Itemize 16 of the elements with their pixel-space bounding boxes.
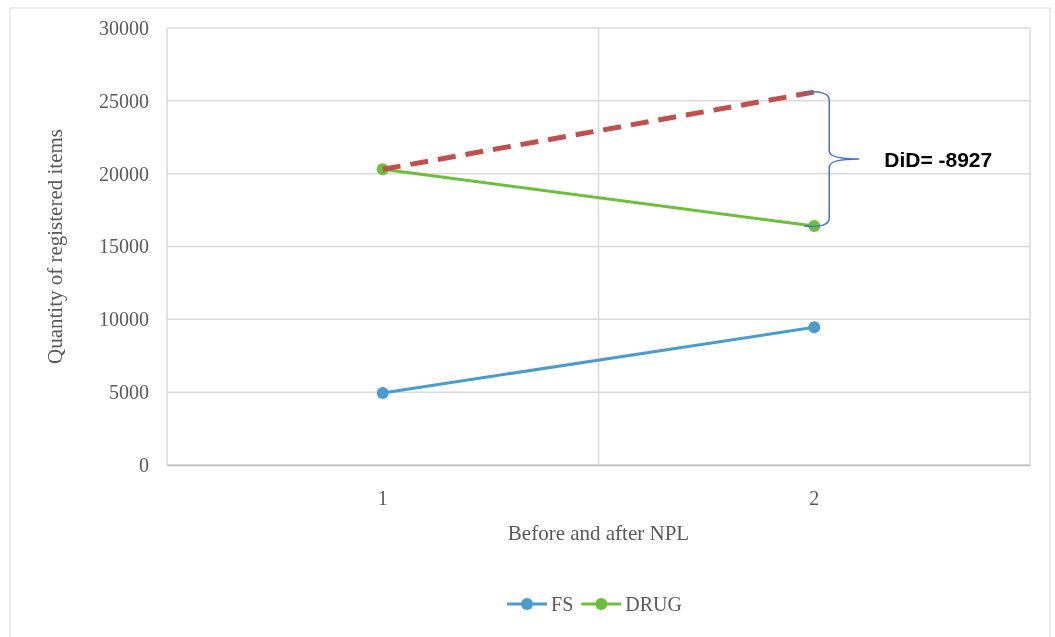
legend-label: DRUG (625, 593, 682, 615)
y-tick-label: 25000 (99, 89, 149, 112)
y-tick-label: 0 (139, 453, 149, 476)
y-tick-label: 30000 (99, 16, 149, 39)
point (808, 321, 821, 334)
x-axis-title: Before and after NPL (507, 521, 690, 545)
x-tick-label: 1 (377, 487, 388, 510)
x-tick-label: 2 (809, 487, 820, 510)
y-tick-label: 10000 (99, 308, 149, 331)
point (376, 386, 389, 399)
legend-label: FS (551, 593, 574, 615)
y-tick-label: 15000 (99, 235, 149, 258)
y-tick-label: 5000 (109, 381, 149, 404)
annotation: DiD= -8927 (884, 148, 993, 172)
y-axis-title: Quantity of registered items (43, 128, 67, 365)
y-tick-label: 20000 (99, 162, 149, 185)
